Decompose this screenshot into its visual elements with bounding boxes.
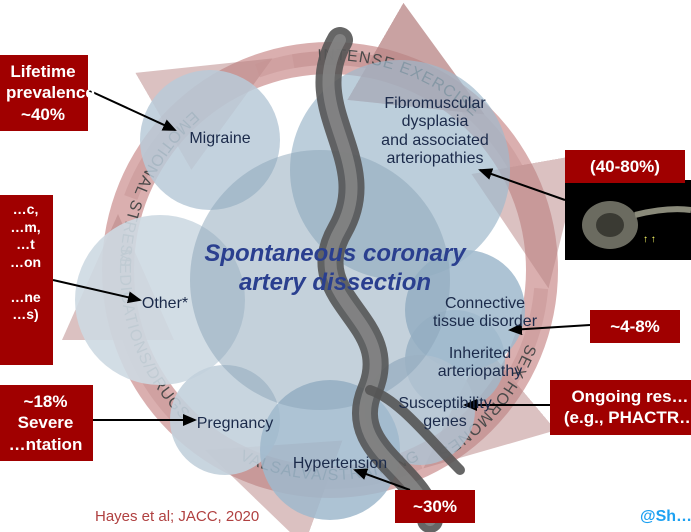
callout-pregnancy-sev: ~18%Severe…ntation bbox=[0, 385, 93, 461]
bubble-label-fmd: Fibromusculardysplasiaand associatedarte… bbox=[350, 95, 520, 169]
callout-ctd-pct: ~4-8% bbox=[590, 310, 680, 343]
bubble-label-pregnancy: Pregnancy bbox=[185, 415, 285, 433]
callout-htn-pct: ~30% bbox=[395, 490, 475, 523]
bubble-label-htn: Hypertension bbox=[275, 455, 405, 473]
fmd-angiogram-image: ↑ ↑ bbox=[565, 180, 691, 260]
bubble-label-migraine: Migraine bbox=[180, 130, 260, 148]
center-title: Spontaneous coronaryartery dissection bbox=[195, 240, 475, 298]
bubble-label-genes: Susceptibilitygenes bbox=[380, 395, 510, 432]
svg-text:↑ ↑: ↑ ↑ bbox=[643, 234, 656, 245]
bubble-label-ctd: Connectivetissue disorder bbox=[420, 295, 550, 332]
callout-fmd-pct: (40-80%) bbox=[565, 150, 685, 183]
callout-migraine-prev: Lifetimeprevalence~40% bbox=[0, 55, 88, 131]
twitter-handle: @Sh… bbox=[640, 508, 691, 526]
callout-genes-res: Ongoing res…(e.g., PHACTR… bbox=[550, 380, 691, 435]
bubble-label-inherited: Inheritedarteriopathy bbox=[420, 345, 540, 382]
bubble-label-other: Other* bbox=[130, 295, 200, 313]
citation: Hayes et al; JACC, 2020 bbox=[95, 508, 259, 525]
callout-other-list: …c,…m,…t…on …ne…s) bbox=[0, 195, 53, 365]
